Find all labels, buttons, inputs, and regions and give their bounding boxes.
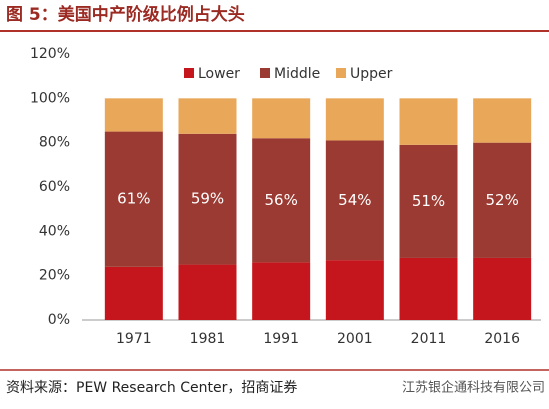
bar-segment [104,266,163,320]
bar-segment [325,260,384,320]
watermark: 江苏银企通科技有限公司 [402,380,545,396]
x-tick-label: 1991 [263,331,299,347]
bar-segment [325,140,384,261]
x-tick-label: 2001 [337,331,373,347]
y-tick-label: 100% [30,90,70,106]
bar-segment [325,98,384,141]
bar-segment [473,257,532,320]
bar-segment [178,133,237,265]
bar-segment [252,98,311,139]
legend-swatch [260,68,270,78]
bar-segment [252,262,311,320]
data-label: 51% [412,192,445,210]
y-tick-label: 80% [39,135,70,151]
data-label: 59% [191,190,224,208]
data-label: 56% [264,191,297,209]
y-tick-label: 20% [39,268,70,284]
chart-title: 图 5：美国中产阶级比例占大头 [6,4,245,25]
y-tick-label: 60% [39,179,70,195]
bar-segment [399,98,458,145]
bar-segment [178,264,237,320]
bar-segment [399,144,458,258]
legend-label: Lower [198,66,240,82]
bar-segment [178,98,237,134]
bar-segment [399,257,458,320]
x-tick-label: 1981 [190,331,226,347]
y-tick-label: 0% [48,312,70,328]
bar-segment [252,138,311,263]
bar-segment [473,98,532,143]
legend-swatch [336,68,346,78]
bar-segment [104,131,163,267]
data-label: 54% [338,191,371,209]
bar-segment [104,98,163,132]
x-tick-label: 2011 [411,331,447,347]
x-tick-label: 1971 [116,331,152,347]
bar-segment [473,142,532,258]
x-tick-label: 2016 [484,331,520,347]
data-label: 52% [485,191,518,209]
legend-label: Middle [274,66,320,82]
legend-swatch [184,68,194,78]
y-tick-label: 120% [30,46,70,62]
legend-label: Upper [350,66,393,82]
y-tick-label: 40% [39,223,70,239]
data-label: 61% [117,190,150,208]
source: 资料来源：PEW Research Center，招商证券 [6,380,297,396]
